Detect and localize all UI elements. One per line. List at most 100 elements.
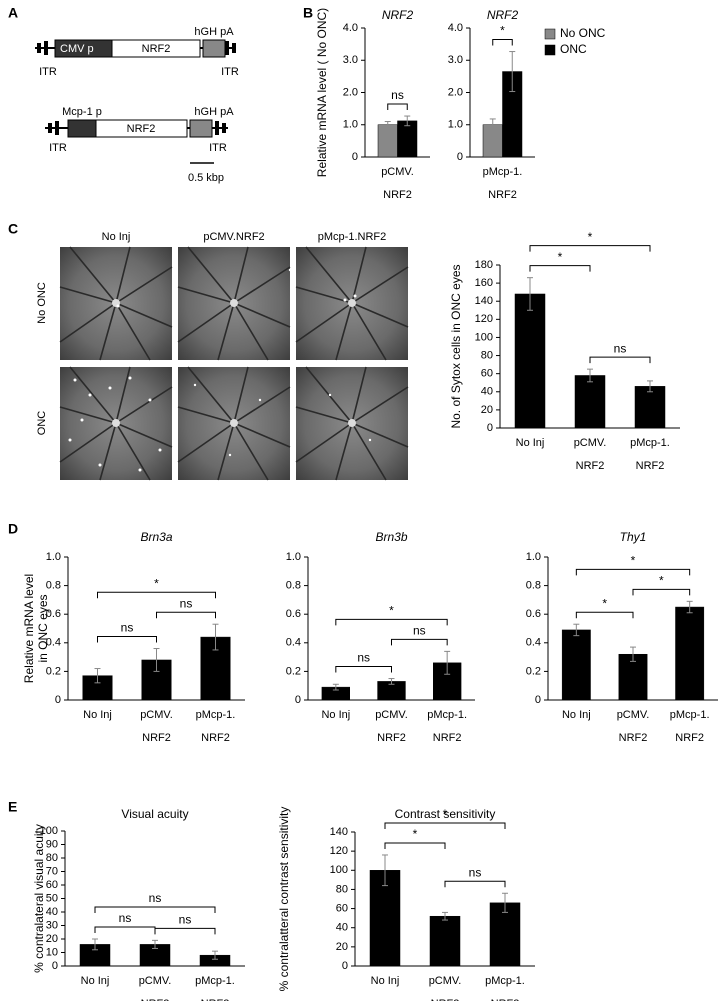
bar [397,120,418,158]
error-bar [384,121,391,129]
y-tick-label: 60 [336,902,348,914]
y-tick-label: 1.0 [46,551,61,563]
x-tick-label: pMcp-1. [427,709,467,721]
error-bar [212,623,219,651]
bar [369,870,401,967]
error-bar [442,911,448,921]
error-bar [382,854,388,887]
significance-label: * [389,604,394,618]
bar [377,124,398,158]
y-tick-label: 0.6 [46,608,61,620]
error-bar [502,892,508,913]
x-tick-label: NRF2 [377,732,406,744]
row-label: ONC [36,411,48,436]
significance-label: * [602,596,607,610]
x-tick-label: NRF2 [433,732,462,744]
polya-label: hGH pA [194,106,234,118]
error-bar [94,668,101,684]
x-tick-label: pCMV. [139,975,172,987]
polya-label: hGH pA [194,26,234,38]
y-tick-label: 40 [46,906,58,918]
y-axis-label: Relative mRNA level [22,574,36,683]
y-tick-label: 0.6 [526,608,541,620]
significance-label: ns [357,651,370,665]
x-tick-label: pMcp-1. [195,975,235,987]
significance-bracket [575,611,634,619]
column-label: pMcp-1.NRF2 [318,231,386,243]
x-tick-label: pCMV. [574,437,607,449]
image-grid: No Inj pCMV.NRF2 pMcp-1.NRF2 No ONC ONC [36,231,409,481]
y-tick-label: 10 [46,946,58,958]
error-bar [152,939,158,949]
significance-label: * [588,230,593,244]
y-tick-label: 100 [475,331,493,343]
y-tick-label: 0.8 [526,580,541,592]
x-tick-label: pMcp-1. [670,709,710,721]
chart-title: Contrast sensitivity [395,807,496,821]
x-tick-label: NRF2 [201,998,230,1001]
significance-label: ns [469,865,482,879]
y-tick-label: 2.0 [343,86,358,98]
x-tick-label: NRF2 [383,189,412,201]
legend-swatch [544,44,556,56]
significance-bracket [97,591,216,599]
significance-bracket [156,611,216,619]
significance-label: ns [413,624,426,638]
significance-label: ns [180,596,193,610]
significance-label: ns [614,341,627,355]
x-tick-label: No Inj [562,709,591,721]
y-tick-label: 0.2 [286,665,301,677]
significance-label: ns [179,913,192,927]
error-bar [444,650,451,675]
significance-bracket [492,39,513,46]
x-tick-label: pCMV. [375,709,408,721]
legend-swatch [544,28,556,40]
error-bar [388,678,395,685]
error-bar [587,368,593,383]
y-tick-label: 0 [535,694,541,706]
y-axis-label: No. of Sytox cells in ONC eyes [449,264,463,428]
y-tick-label: 80 [481,349,493,361]
error-bar [630,646,636,662]
y-tick-label: 0 [295,694,301,706]
y-axis-label: % contralatteral contrast sensitivity [277,807,291,992]
chart-title: Thy1 [620,530,647,544]
error-bar [92,938,98,951]
construct: Mcp-1 p NRF2 hGH pA ITR ITR 0.5 kbp [45,106,234,184]
column-label: pCMV.NRF2 [203,231,264,243]
x-tick-label: NRF2 [142,732,171,744]
x-tick-label: pCMV. [429,975,462,987]
error-bar [332,683,339,691]
y-tick-label: 1.0 [286,551,301,563]
bar [574,375,606,429]
legend-label: No ONC [560,26,606,40]
significance-bracket [575,568,691,576]
y-axis-label: in ONC eyes [36,594,50,662]
significance-bracket [444,880,506,888]
x-tick-label: NRF2 [488,189,517,201]
y-tick-label: 0.2 [46,665,61,677]
x-tick-label: NRF2 [619,732,648,744]
significance-bracket [384,822,506,829]
x-tick-label: pMcp-1. [630,437,670,449]
significance-bracket [154,927,216,935]
x-tick-label: No Inj [516,437,545,449]
bar [489,902,521,967]
chart-title: NRF2 [487,8,519,22]
error-bar [686,600,693,614]
chart-title: Brn3a [140,530,172,544]
panel-label: B [303,5,313,21]
y-tick-label: 3.0 [448,54,463,66]
y-tick-label: 0 [52,960,58,972]
y-tick-label: 1.0 [448,119,463,131]
y-tick-label: 4.0 [343,22,358,34]
x-tick-label: NRF2 [675,732,704,744]
itr-label: ITR [49,142,67,154]
y-tick-label: 4.0 [448,22,463,34]
y-axis-label: % contralateral visual acuity [32,824,46,973]
x-tick-label: No Inj [81,975,110,987]
panel-label: C [8,221,18,237]
error-bar [527,277,533,311]
y-tick-label: 100 [330,864,348,876]
